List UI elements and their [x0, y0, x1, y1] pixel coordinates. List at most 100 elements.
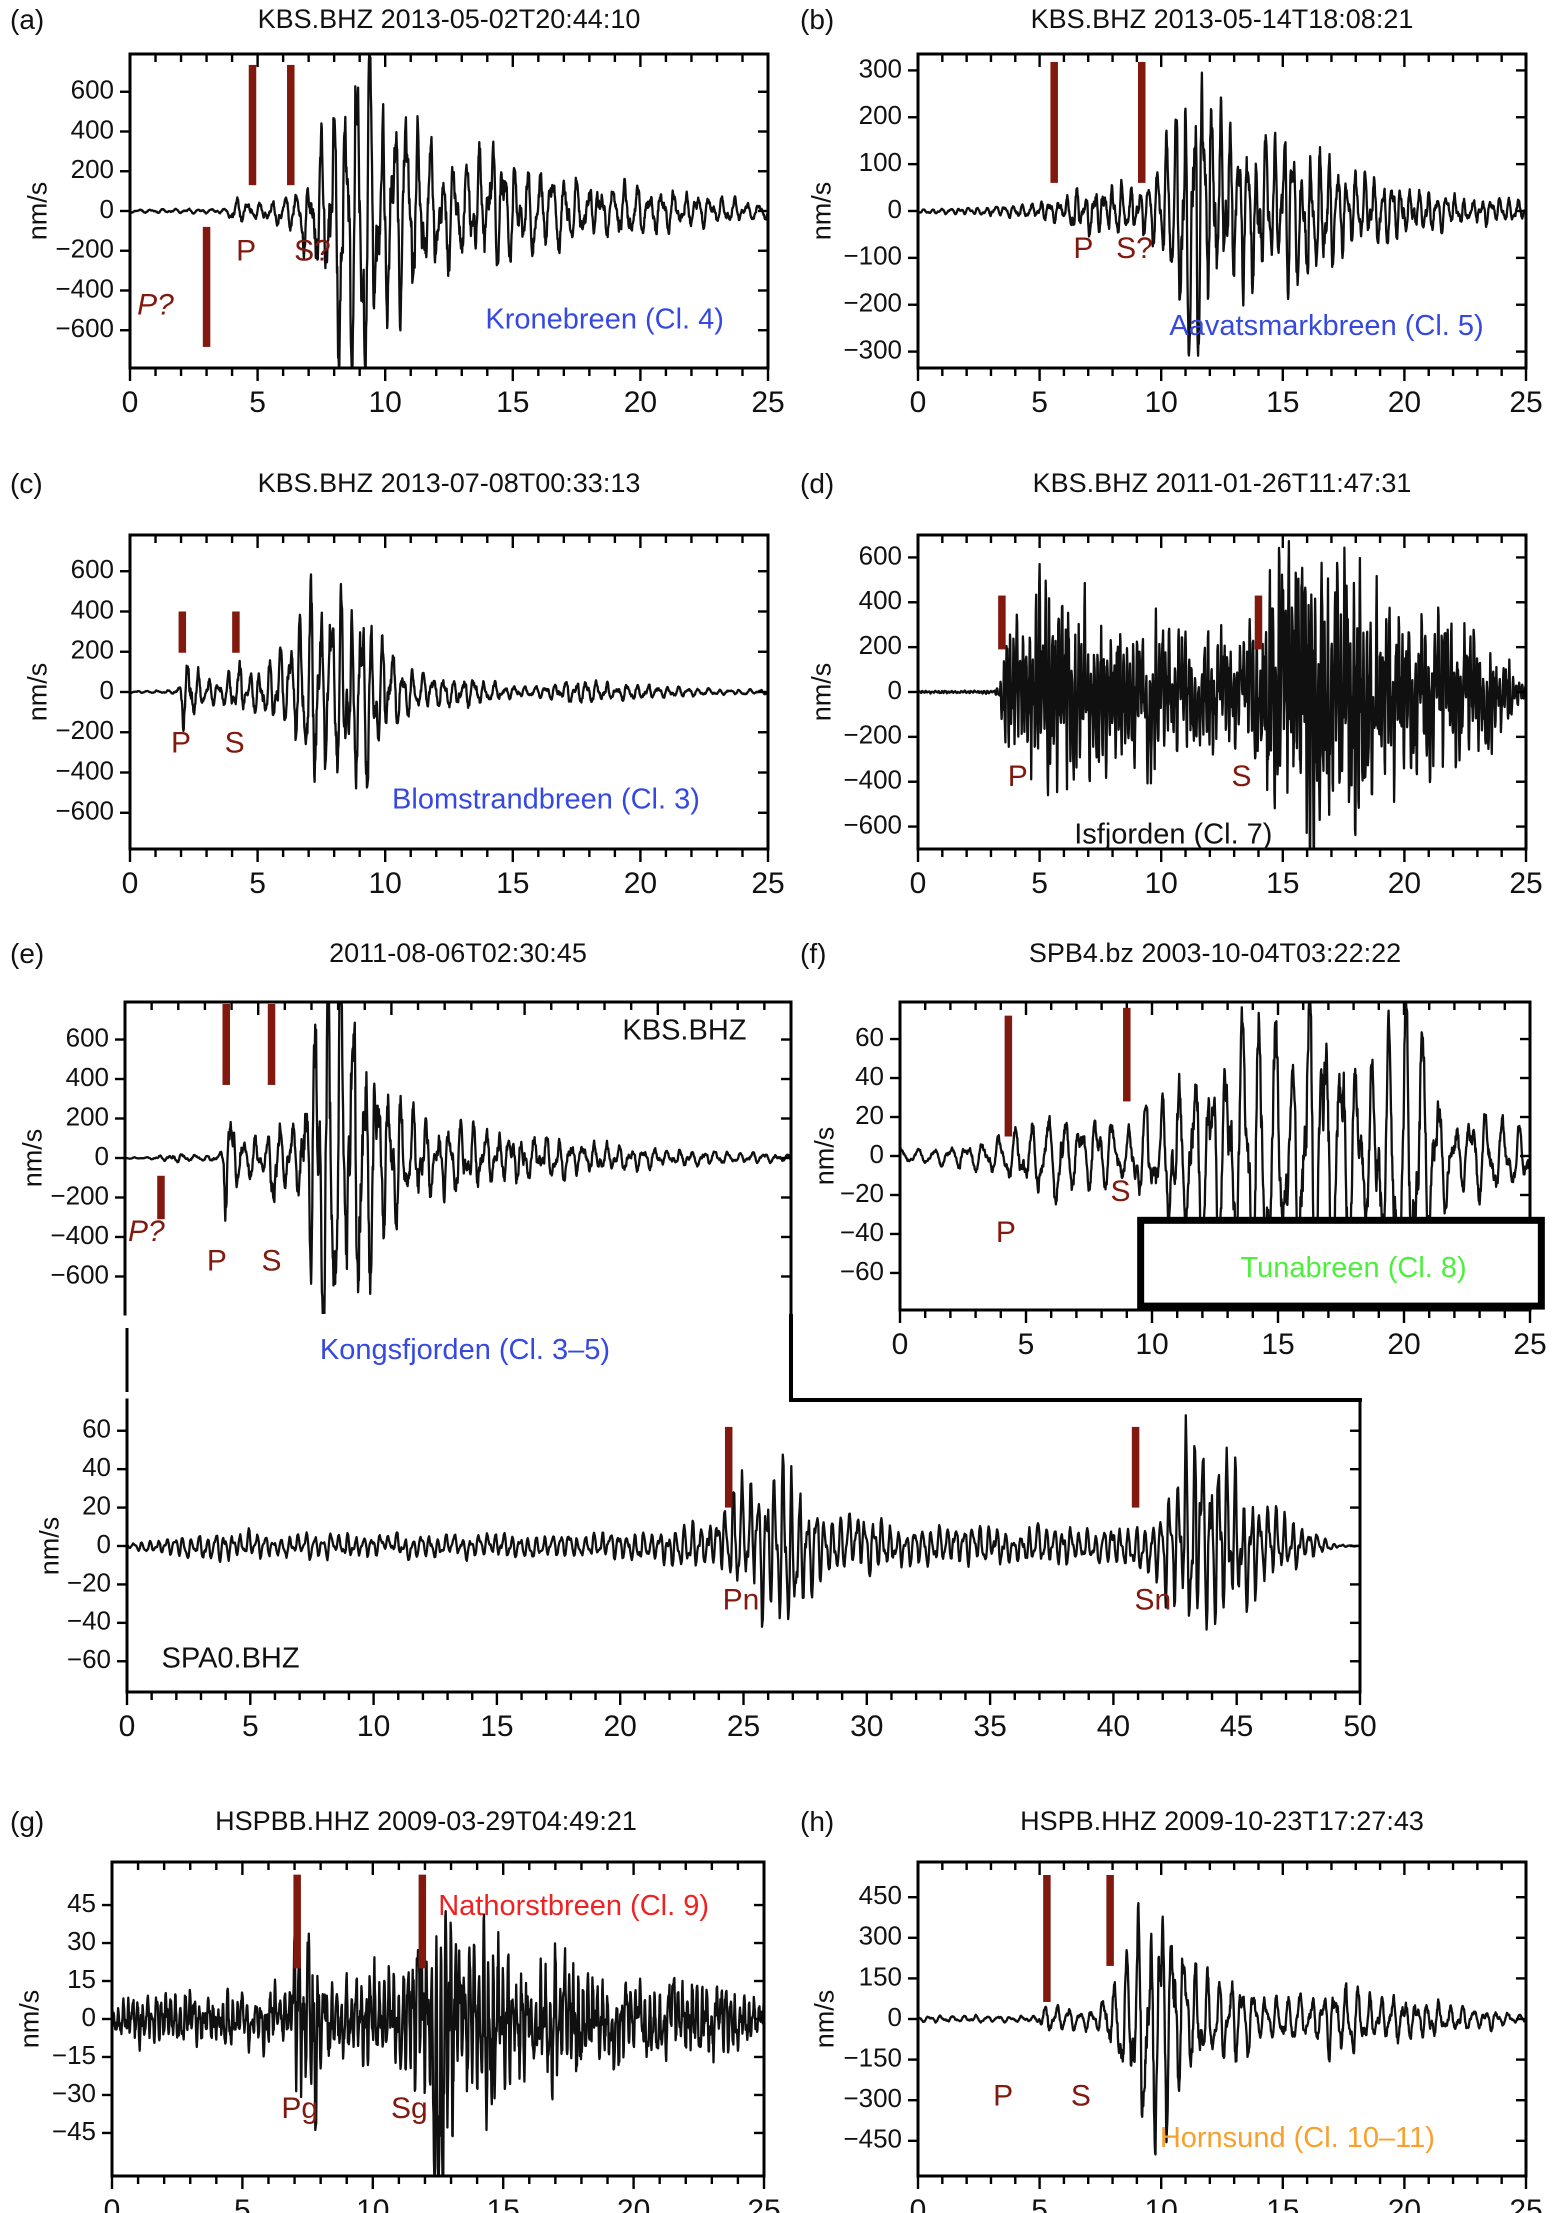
y-tick-label: 400 — [859, 585, 902, 615]
y-tick-label: 400 — [66, 1062, 109, 1092]
x-tick-label: 15 — [1266, 2194, 1299, 2213]
location-label: Aavatsmarkbreen (Cl. 5) — [1169, 310, 1483, 342]
location-label: Kronebreen (Cl. 4) — [485, 303, 724, 335]
y-tick-label: −200 — [50, 1180, 109, 1210]
x-tick-label: 15 — [496, 386, 529, 419]
y-axis-unit-label: nm/s — [809, 1989, 840, 2049]
y-tick-label: −30 — [52, 2078, 96, 2108]
x-tick-label: 10 — [1135, 1328, 1168, 1361]
waveform-trace — [127, 1414, 1360, 1631]
y-tick-label: 40 — [855, 1061, 884, 1091]
y-tick-label: −400 — [55, 273, 114, 303]
phase-pick-marker — [293, 1874, 301, 1969]
x-tick-label: 20 — [604, 1710, 637, 1743]
phase-label: P — [171, 726, 191, 759]
y-tick-label: −200 — [55, 715, 114, 745]
axis-spines — [128, 52, 770, 370]
y-tick-label: 40 — [82, 1452, 111, 1482]
panel-plot-(c): −600 −400 −200 0 200 400 600 0 5 10 15 20 25 P S Blomst… — [55, 533, 785, 900]
station-label: SPA0.BHZ — [162, 1642, 300, 1674]
x-tick-label: 5 — [234, 2194, 251, 2213]
panel-letter: (b) — [800, 4, 835, 35]
phase-label: Pn — [723, 1583, 760, 1616]
y-tick-label: −600 — [55, 313, 114, 343]
phase-pick-marker — [248, 64, 257, 186]
y-tick-label: −40 — [67, 1606, 111, 1636]
x-tick-label: 0 — [910, 2194, 927, 2213]
y-tick-label: 600 — [71, 554, 114, 584]
x-tick-label: 25 — [1509, 2194, 1542, 2213]
y-tick-label: −200 — [843, 720, 902, 750]
y-tick-label: 200 — [66, 1101, 109, 1131]
phase-pick-marker — [222, 1003, 230, 1085]
x-tick-label: 30 — [850, 1710, 883, 1743]
y-axis-unit-label: nm/s — [22, 662, 53, 722]
y-tick-label: 400 — [71, 594, 114, 624]
phase-pick-marker — [1004, 1015, 1013, 1137]
x-tick-label: 45 — [1220, 1710, 1253, 1743]
y-tick-label: 600 — [71, 75, 114, 105]
y-tick-label: 0 — [870, 1139, 884, 1169]
y-tick-label: −450 — [843, 2124, 902, 2154]
phase-pick-marker — [178, 611, 187, 653]
y-tick-label: 300 — [859, 1921, 902, 1951]
phase-label: P — [207, 1245, 227, 1278]
y-tick-label: 30 — [67, 1926, 96, 1956]
y-tick-label: 60 — [82, 1414, 111, 1444]
panel-title: KBS.BHZ 2013-05-14T18:08:21 — [1030, 4, 1414, 34]
x-tick-label: 5 — [1031, 386, 1048, 419]
panel-title: HSPBB.HHZ 2009-03-29T04:49:21 — [215, 1806, 637, 1836]
location-label: Tunabreen (Cl. 8) — [1240, 1252, 1466, 1284]
panel-letter: (c) — [10, 468, 43, 499]
x-tick-label: 0 — [910, 867, 927, 900]
axis-spines — [125, 1398, 1362, 1694]
x-tick-label: 15 — [487, 2194, 520, 2213]
x-tick-label: 5 — [1018, 1328, 1035, 1361]
panel-plot-spa0: −60 −40 −20 0 20 40 60 0 5 10 15 20 25 30 35 40 45 50 Pn Sn… — [67, 1398, 1377, 1743]
y-tick-label: 450 — [859, 1880, 902, 1910]
panel-letter: (g) — [10, 1806, 45, 1837]
phase-pick-marker — [998, 595, 1006, 650]
phase-pick-marker — [287, 64, 295, 186]
y-tick-label: −300 — [843, 2083, 902, 2113]
x-tick-label: 35 — [973, 1710, 1006, 1743]
y-tick-label: 200 — [71, 154, 114, 184]
x-tick-label: 20 — [624, 386, 657, 419]
phase-pick-marker — [1131, 1426, 1140, 1508]
x-tick-label: 40 — [1097, 1710, 1130, 1743]
y-tick-label: −20 — [67, 1567, 111, 1597]
y-tick-label: 200 — [859, 630, 902, 660]
phase-pick-marker — [1050, 61, 1058, 183]
panel-plot-(b): −300 −200 −100 0 100 200 300 0 5 10 15 20 25 P S? Aavat… — [843, 52, 1543, 419]
x-tick-label: 20 — [1388, 2194, 1421, 2213]
phase-label: P — [996, 1216, 1016, 1249]
y-tick-label: 20 — [82, 1490, 111, 1520]
panel-plot-(f): −60 −40 −20 0 20 40 60 0 5 10 15 20 25 P S Tunabreen (C… — [840, 1000, 1547, 1361]
y-tick-label: −20 — [840, 1178, 884, 1208]
panel-plot-(g): −45 −30 −15 0 15 30 45 0 5 10 15 20 25 Pg Sg Nathorstbr… — [52, 1860, 781, 2213]
y-tick-label: −300 — [843, 334, 902, 364]
phase-label: P — [1073, 232, 1093, 265]
y-tick-label: −150 — [843, 2042, 902, 2072]
x-tick-label: 10 — [356, 2194, 389, 2213]
x-tick-label: 10 — [369, 386, 402, 419]
panel-title: SPB4.bz 2003-10-04T03:22:22 — [1028, 938, 1402, 968]
x-tick-label: 15 — [1266, 386, 1299, 419]
y-tick-label: −40 — [840, 1217, 884, 1247]
y-tick-label: 0 — [888, 2002, 902, 2032]
y-tick-label: 0 — [888, 675, 902, 705]
y-tick-label: 400 — [71, 114, 114, 144]
panel-title: KBS.BHZ 2013-07-08T00:33:13 — [257, 468, 641, 498]
panel-letter: (f) — [800, 938, 827, 969]
waveform-trace — [918, 71, 1526, 357]
x-tick-label: 15 — [496, 867, 529, 900]
y-tick-label: −60 — [67, 1644, 111, 1674]
waveform-trace — [125, 1002, 791, 1314]
x-tick-label: 25 — [1509, 867, 1542, 900]
y-axis-unit-label: nm/s — [17, 1128, 48, 1188]
panel-letter: (e) — [10, 938, 45, 969]
x-tick-label: 10 — [1145, 867, 1178, 900]
y-tick-label: 100 — [859, 147, 902, 177]
x-tick-label: 0 — [119, 1710, 136, 1743]
